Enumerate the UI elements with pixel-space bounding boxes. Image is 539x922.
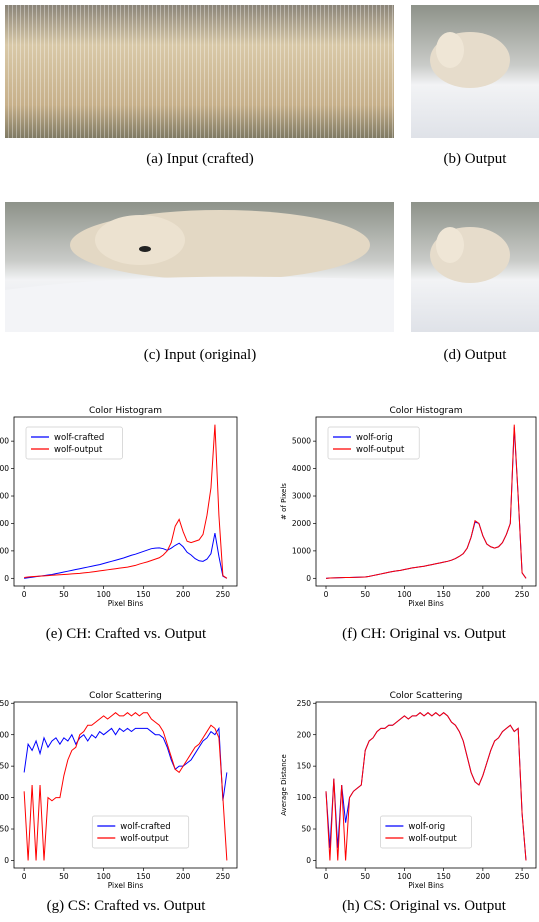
y-tick-label: 250	[0, 699, 9, 708]
figure: (a) Input (crafted) (b) Output (c) Input…	[0, 0, 539, 922]
x-tick-label: 250	[515, 872, 530, 881]
legend-label: wolf-crafted	[120, 822, 170, 832]
y-tick-label: 150	[297, 762, 312, 771]
x-tick-label: 200	[176, 590, 191, 599]
y-axis-label: Average Distance	[280, 754, 288, 816]
x-tick-label: 50	[360, 590, 370, 599]
y-tick-label: 250	[297, 699, 312, 708]
y-tick-label: 2000	[0, 519, 9, 528]
x-tick-label: 50	[59, 590, 69, 599]
chart-title: Color Histogram	[89, 406, 162, 416]
photo-crafted	[5, 5, 394, 138]
y-tick-label: 0	[4, 574, 9, 583]
y-tick-label: 1000	[292, 546, 311, 555]
chart: Color Scattering 0 50 100 150 200 250 0 50 100 150…	[0, 691, 237, 890]
y-tick-label: 150	[0, 762, 9, 771]
caption: (f) CH: Original vs. Output	[342, 626, 507, 642]
legend-label: wolf-output	[54, 445, 103, 455]
x-axis-label: Pixel Bins	[108, 881, 144, 890]
photo-original	[5, 202, 394, 332]
y-tick-label: 50	[0, 825, 9, 834]
y-tick-label: 2000	[292, 519, 311, 528]
legend-label: wolf-output	[408, 834, 457, 844]
chart-title: Color Scattering	[89, 691, 162, 701]
x-tick-label: 50	[360, 872, 370, 881]
y-tick-label: 5000	[292, 437, 311, 446]
y-tick-label: 50	[301, 825, 311, 834]
series-line	[24, 533, 227, 578]
x-tick-label: 100	[96, 590, 111, 599]
x-tick-label: 100	[397, 872, 412, 881]
legend-label: wolf-crafted	[54, 433, 104, 443]
y-tick-label: 1000	[0, 546, 9, 555]
x-tick-label: 0	[324, 590, 329, 599]
legend-label: wolf-output	[120, 834, 169, 844]
x-tick-label: 150	[136, 872, 151, 881]
x-tick-label: 0	[22, 590, 27, 599]
series-line	[24, 728, 227, 800]
chart-title: Color Histogram	[389, 406, 462, 416]
photo-output	[411, 5, 539, 138]
y-tick-label: 200	[0, 730, 9, 739]
x-tick-label: 200	[476, 590, 491, 599]
x-tick-label: 100	[397, 590, 412, 599]
caption: (d) Output	[444, 347, 508, 363]
caption: (e) CH: Crafted vs. Output	[46, 626, 207, 642]
x-tick-label: 250	[216, 872, 231, 881]
x-tick-label: 100	[96, 872, 111, 881]
legend-label: wolf-orig	[356, 433, 393, 443]
x-tick-label: 250	[216, 590, 231, 599]
y-tick-label: 4000	[292, 464, 311, 473]
x-tick-label: 200	[176, 872, 191, 881]
y-tick-label: 0	[306, 856, 311, 865]
y-tick-label: 0	[306, 574, 311, 583]
chart-title: Color Scattering	[390, 691, 463, 701]
x-tick-label: 0	[324, 872, 329, 881]
x-tick-label: 250	[515, 590, 530, 599]
y-tick-label: 3000	[292, 492, 311, 501]
chart: Color Scattering 0 50 100 150 200 250 0 50 100 150…	[280, 691, 536, 890]
y-tick-label: 100	[297, 793, 312, 802]
x-tick-label: 150	[136, 590, 151, 599]
x-axis-label: Pixel Bins	[408, 599, 444, 608]
photo-output-2	[411, 202, 539, 332]
legend-label: wolf-output	[356, 445, 405, 455]
x-tick-label: 150	[436, 872, 451, 881]
y-tick-label: 200	[297, 730, 312, 739]
x-tick-label: 150	[436, 590, 451, 599]
x-tick-label: 50	[59, 872, 69, 881]
caption: (a) Input (crafted)	[146, 151, 253, 167]
x-tick-label: 200	[476, 872, 491, 881]
caption: (b) Output	[444, 151, 508, 167]
y-tick-label: 4000	[0, 464, 9, 473]
legend-label: wolf-orig	[408, 822, 445, 832]
y-tick-label: 5000	[0, 437, 9, 446]
caption: (c) Input (original)	[144, 347, 256, 363]
x-axis-label: Pixel Bins	[108, 599, 144, 608]
y-tick-label: 3000	[0, 492, 9, 501]
y-tick-label: 0	[4, 856, 9, 865]
y-axis-label: # of Pixels	[280, 483, 288, 520]
caption: (g) CS: Crafted vs. Output	[47, 898, 207, 914]
chart: Color Histogram 0 50 100 150 200 250 0 1000 2000 3…	[280, 406, 536, 608]
x-tick-label: 0	[22, 872, 27, 881]
x-axis-label: Pixel Bins	[408, 881, 444, 890]
y-tick-label: 100	[0, 793, 9, 802]
caption: (h) CS: Original vs. Output	[342, 898, 507, 914]
chart: Color Histogram 0 50 100 150 200 250 0 1000 2000 3…	[0, 406, 237, 608]
